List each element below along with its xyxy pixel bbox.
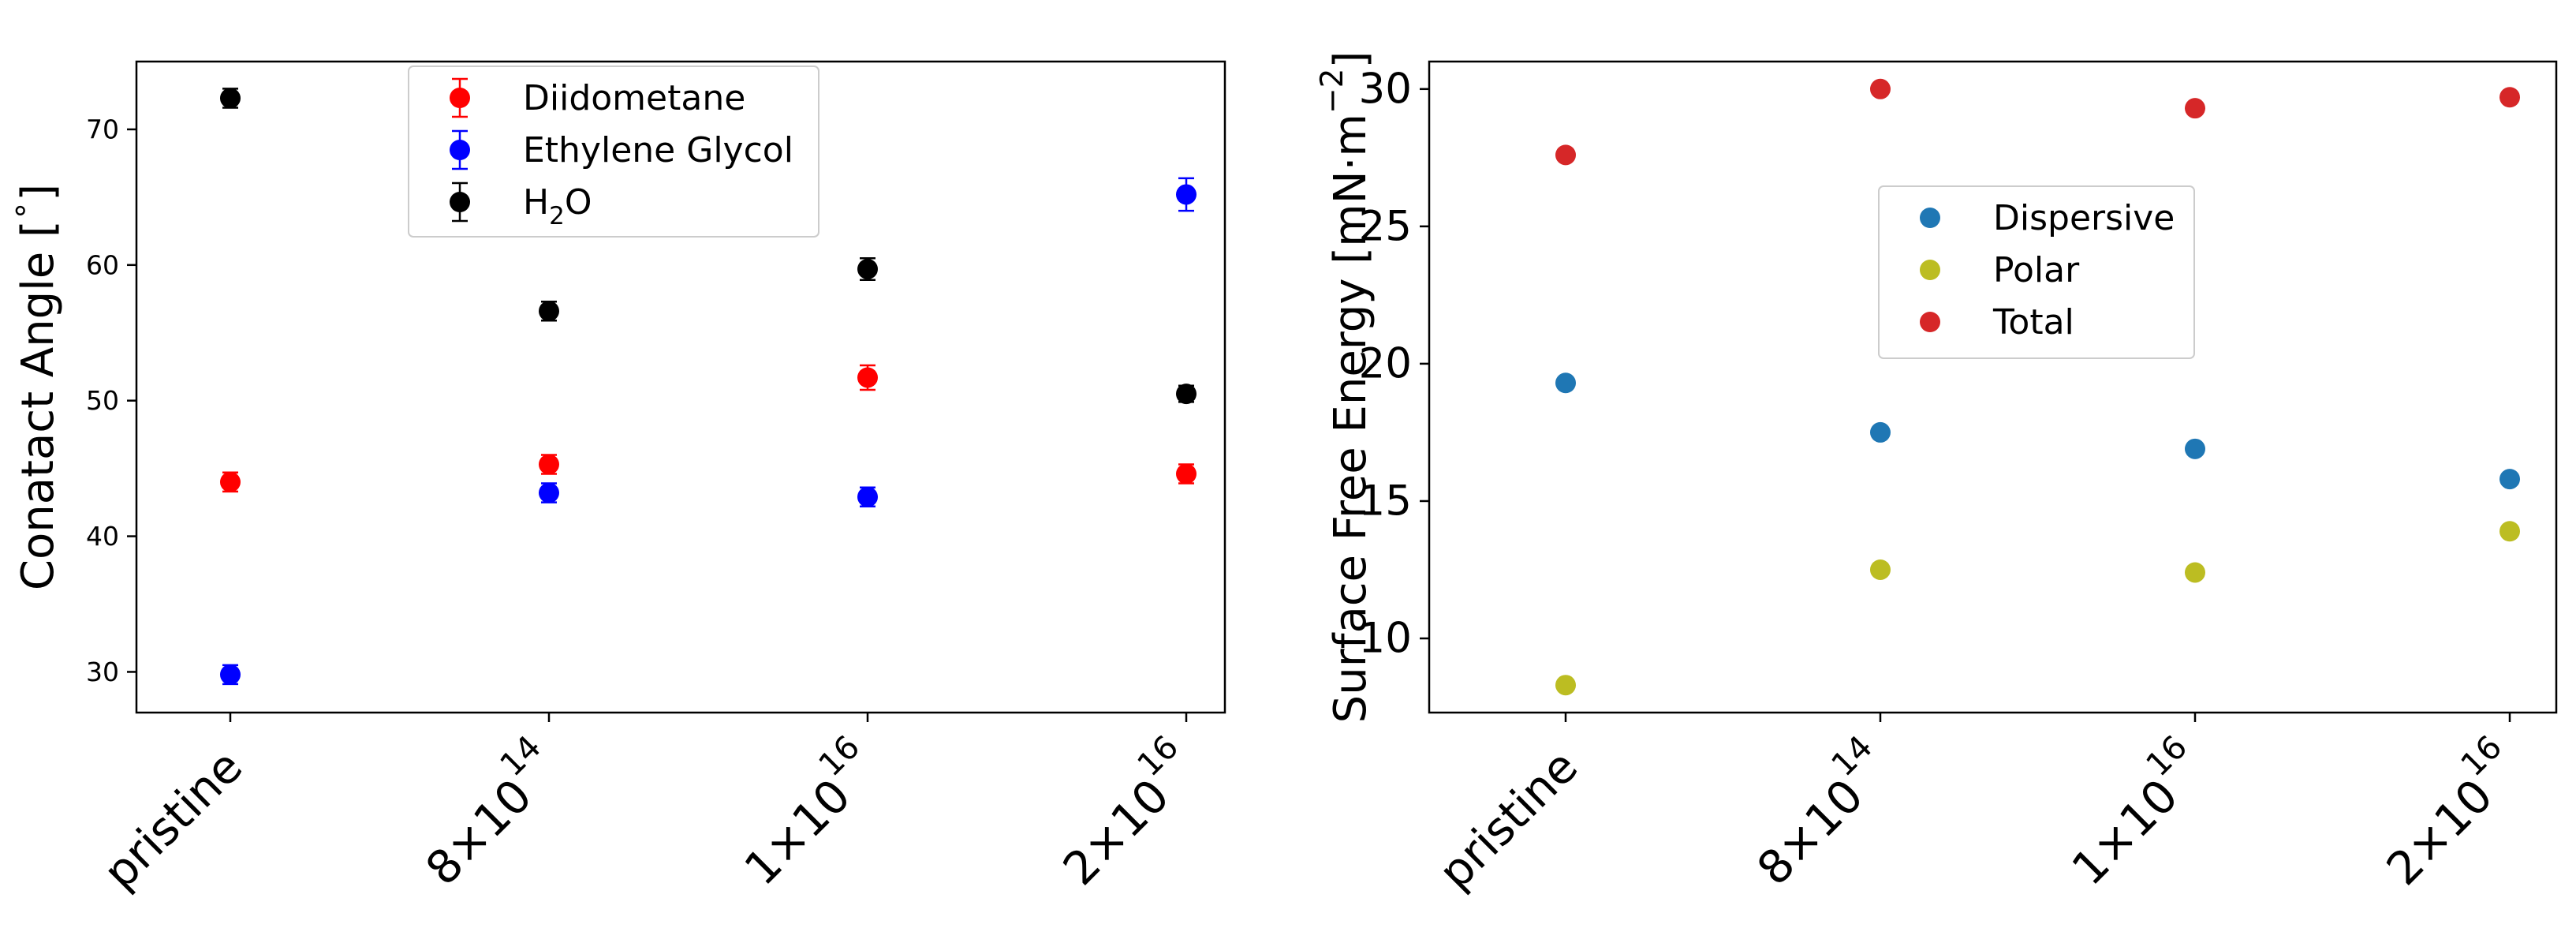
legend-marker (1920, 208, 1940, 228)
legend-label: Dispersive (1993, 198, 2175, 238)
legend-marker (1920, 312, 1940, 332)
y-tick-label: 20 (1359, 339, 1412, 387)
data-point (1555, 372, 1576, 394)
data-point (2499, 469, 2520, 490)
legend-frame (408, 65, 819, 238)
legend-marker (450, 192, 470, 212)
contact-angle-chart: 30 40 50 60 70 pristine 8×1014 1×1016 2×1016 Cona… (2, 60, 1226, 900)
data-point (857, 258, 878, 279)
data-point (857, 367, 878, 388)
data-point (2185, 438, 2205, 459)
data-point (1176, 384, 1197, 405)
data-point (2499, 87, 2520, 108)
legend-frame (1878, 185, 2195, 359)
y-axis-label: Surface Free Energy [mN·m−2] (1315, 51, 1376, 724)
plot-frame (135, 60, 1226, 714)
y-axis-label: Conatact Angle [∘] (2, 184, 64, 590)
data-point (220, 88, 241, 109)
legend-label: Polar (1993, 250, 2080, 290)
data-point (220, 664, 241, 685)
x-tick-label: 1×1016 (2050, 728, 2217, 896)
legend-marker (1920, 260, 1940, 280)
data-point (1176, 184, 1197, 205)
x-tick-label: 8×1014 (1735, 728, 1902, 896)
y-tick-label: 10 (1359, 615, 1412, 663)
x-tick-label: 2×1016 (1041, 728, 1208, 896)
data-point (857, 486, 878, 507)
data-point (539, 482, 559, 503)
data-point (220, 471, 241, 492)
data-point (1555, 675, 1576, 696)
y-tick-label: 50 (86, 385, 119, 416)
legend-label: Diidometane (523, 78, 745, 118)
plot-frame (1428, 60, 2558, 714)
data-point (2499, 521, 2520, 542)
y-tick-label: 70 (86, 114, 119, 144)
legend-label: Ethylene Glycol (523, 130, 793, 170)
legend-label: Total (1992, 302, 2074, 342)
legend: Diidometane Ethylene Glycol H2O (408, 65, 819, 238)
legend-marker (450, 140, 470, 160)
x-tick-label: pristine (1428, 739, 1588, 899)
y-tick-label: 60 (86, 249, 119, 280)
data-point (2185, 562, 2205, 583)
x-tick-label: 2×1016 (2365, 728, 2532, 896)
data-point (539, 301, 559, 322)
y-tick-label: 40 (86, 521, 119, 552)
data-point (1870, 78, 1891, 99)
legend-marker (450, 88, 470, 108)
y-tick-label: 30 (86, 657, 119, 687)
y-tick-label: 15 (1359, 477, 1412, 525)
legend-label: H2O (523, 182, 592, 231)
x-tick-label: 1×1016 (722, 728, 890, 896)
surface-free-energy-chart: 10 15 20 25 30 pristine 8×1014 1×1016 2×1016 Surf… (1315, 51, 2558, 900)
data-point (1176, 463, 1197, 485)
y-tick-label: 25 (1359, 202, 1412, 250)
y-tick-label: 30 (1359, 65, 1412, 113)
data-point (1870, 559, 1891, 580)
x-tick-label: 8×1014 (404, 728, 571, 896)
data-point (1555, 144, 1576, 166)
data-point (1870, 421, 1891, 443)
data-point (539, 454, 559, 475)
x-tick-label: pristine (93, 739, 252, 899)
data-point (2185, 98, 2205, 119)
legend: Dispersive Polar Total (1878, 185, 2195, 359)
